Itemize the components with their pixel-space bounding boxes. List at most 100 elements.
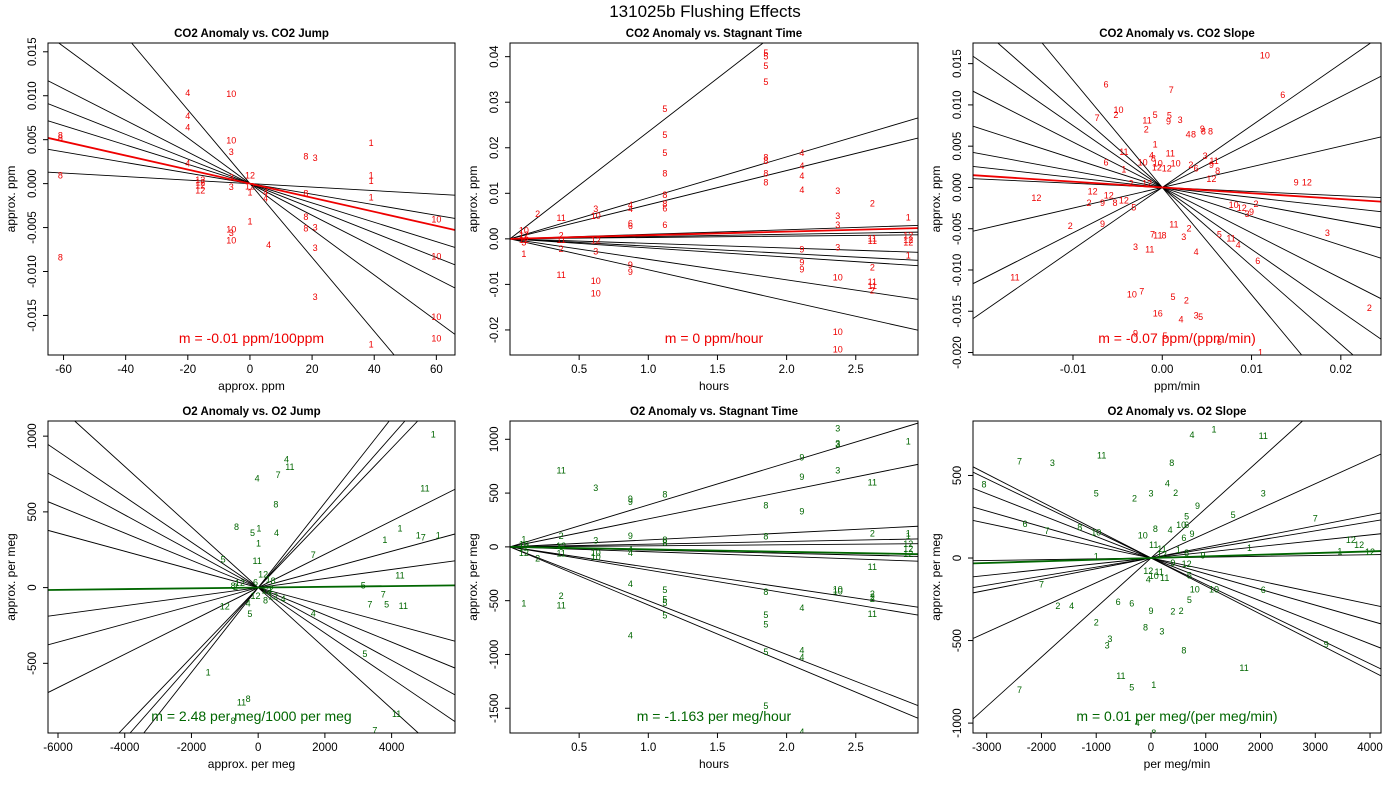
- data-point: 2: [870, 589, 875, 599]
- data-point: 9: [1249, 207, 1254, 217]
- data-point: 6: [628, 221, 633, 231]
- fit-line: [48, 584, 455, 591]
- data-point: 3: [593, 247, 598, 257]
- data-point: 7: [1150, 229, 1155, 239]
- data-point: 3: [593, 204, 598, 214]
- data-point: 5: [1162, 331, 1167, 341]
- data-point: 2: [1170, 607, 1175, 617]
- data-point: 12: [903, 544, 913, 554]
- data-point: 10: [519, 540, 529, 550]
- data-point: 3: [835, 424, 840, 434]
- data-point: 1: [906, 528, 911, 538]
- data-point: 10: [1171, 159, 1181, 169]
- data-point: 2: [1055, 601, 1060, 611]
- y-tick-label: -500: [489, 589, 501, 612]
- slope-annotation: m = -1.163 per meg/hour: [637, 708, 792, 724]
- data-point: 4: [799, 603, 804, 613]
- data-point: 5: [247, 609, 252, 619]
- data-point: 11: [868, 233, 877, 243]
- data-point: 4: [185, 122, 190, 132]
- data-point: 11: [1169, 220, 1178, 230]
- data-point: 10: [1229, 200, 1239, 210]
- y-tick-label: -0.02: [489, 317, 501, 343]
- data-point: 5: [662, 130, 667, 140]
- regression-line: [510, 546, 918, 719]
- regression-line: [510, 238, 918, 331]
- data-point: 1: [1247, 543, 1252, 553]
- data-point: 10: [1153, 159, 1163, 169]
- data-point: 10: [1114, 105, 1124, 115]
- data-point: 8: [1112, 198, 1117, 208]
- data-point: 4: [799, 148, 804, 158]
- data-point: 10: [591, 552, 601, 562]
- data-point: 3: [229, 228, 234, 238]
- data-point: 11: [1209, 156, 1218, 166]
- data-point: 2: [870, 285, 875, 295]
- data-point: 2: [1367, 303, 1372, 313]
- x-tick-label: -4000: [110, 742, 139, 754]
- regression-line: [510, 238, 918, 267]
- data-point: 9: [628, 260, 633, 270]
- data-point: 5: [1184, 512, 1189, 522]
- data-point: 11: [868, 236, 877, 246]
- data-point: 1: [206, 667, 211, 677]
- y-tick-label: -0.015: [27, 299, 39, 332]
- data-point: 12: [245, 171, 255, 181]
- data-point: 9: [1166, 116, 1171, 126]
- data-point: 8: [662, 190, 667, 200]
- plot-frame: [972, 420, 1382, 734]
- panels: CO2 Anomaly vs. CO2 Jump8888444412121212…: [4, 28, 1383, 771]
- data-point: 11: [1239, 663, 1248, 673]
- y-tick-label: 0.000: [27, 169, 39, 198]
- data-point: 3: [1245, 209, 1250, 219]
- data-point: 3: [313, 153, 318, 163]
- data-point: 3: [593, 483, 598, 493]
- regression-line: [973, 43, 1371, 320]
- data-point: 11: [557, 213, 566, 223]
- data-point: 12: [220, 602, 230, 612]
- data-point: 2: [870, 594, 875, 604]
- y-tick-label: 0.01: [489, 182, 501, 204]
- data-point: 4: [311, 608, 316, 618]
- plot-frame: [47, 42, 456, 356]
- regression-line: [510, 422, 918, 548]
- regression-line: [1041, 43, 1303, 355]
- x-tick-label: 2.0: [779, 742, 795, 754]
- slope-annotation: m = 0.01 per meg/(per meg/min): [1076, 708, 1277, 724]
- data-point: 1: [521, 534, 526, 544]
- data-point: 4: [799, 161, 804, 171]
- y-tick-label: -0.005: [952, 212, 964, 245]
- data-point: 9: [1100, 198, 1105, 208]
- data-point: 1: [1094, 551, 1099, 561]
- panel-title: CO2 Anomaly vs. CO2 Slope: [1099, 28, 1255, 40]
- data-point: 4: [628, 631, 633, 641]
- data-point: 2: [269, 584, 274, 594]
- data-point: 12: [1237, 203, 1247, 213]
- data-point: 12: [258, 570, 268, 580]
- data-point: 5: [1187, 570, 1192, 580]
- data-point: 4: [1135, 718, 1140, 728]
- data-point: 1: [906, 531, 911, 541]
- data-point: 2: [559, 244, 564, 254]
- x-axis-label: ppm/min: [1154, 379, 1200, 393]
- data-point: 4: [263, 194, 268, 204]
- x-tick-label: 2000: [1248, 742, 1274, 754]
- y-tick-label: -0.01: [489, 271, 501, 297]
- data-point: 10: [1260, 50, 1270, 60]
- data-point: 1: [906, 251, 911, 261]
- fit-line: [510, 545, 918, 556]
- data-point: 7: [421, 533, 426, 543]
- data-point: 11: [557, 270, 566, 280]
- data-point: 12: [519, 548, 529, 558]
- data-point: 7: [367, 599, 372, 609]
- data-point: 11: [392, 709, 401, 719]
- data-point: 11: [1157, 544, 1166, 554]
- data-point: 8: [263, 595, 268, 605]
- data-point: 9: [1195, 501, 1200, 511]
- x-tick-label: 0: [247, 364, 253, 376]
- data-point: 11: [1226, 234, 1235, 244]
- data-point: 10: [431, 252, 441, 262]
- data-point: 12: [250, 591, 260, 601]
